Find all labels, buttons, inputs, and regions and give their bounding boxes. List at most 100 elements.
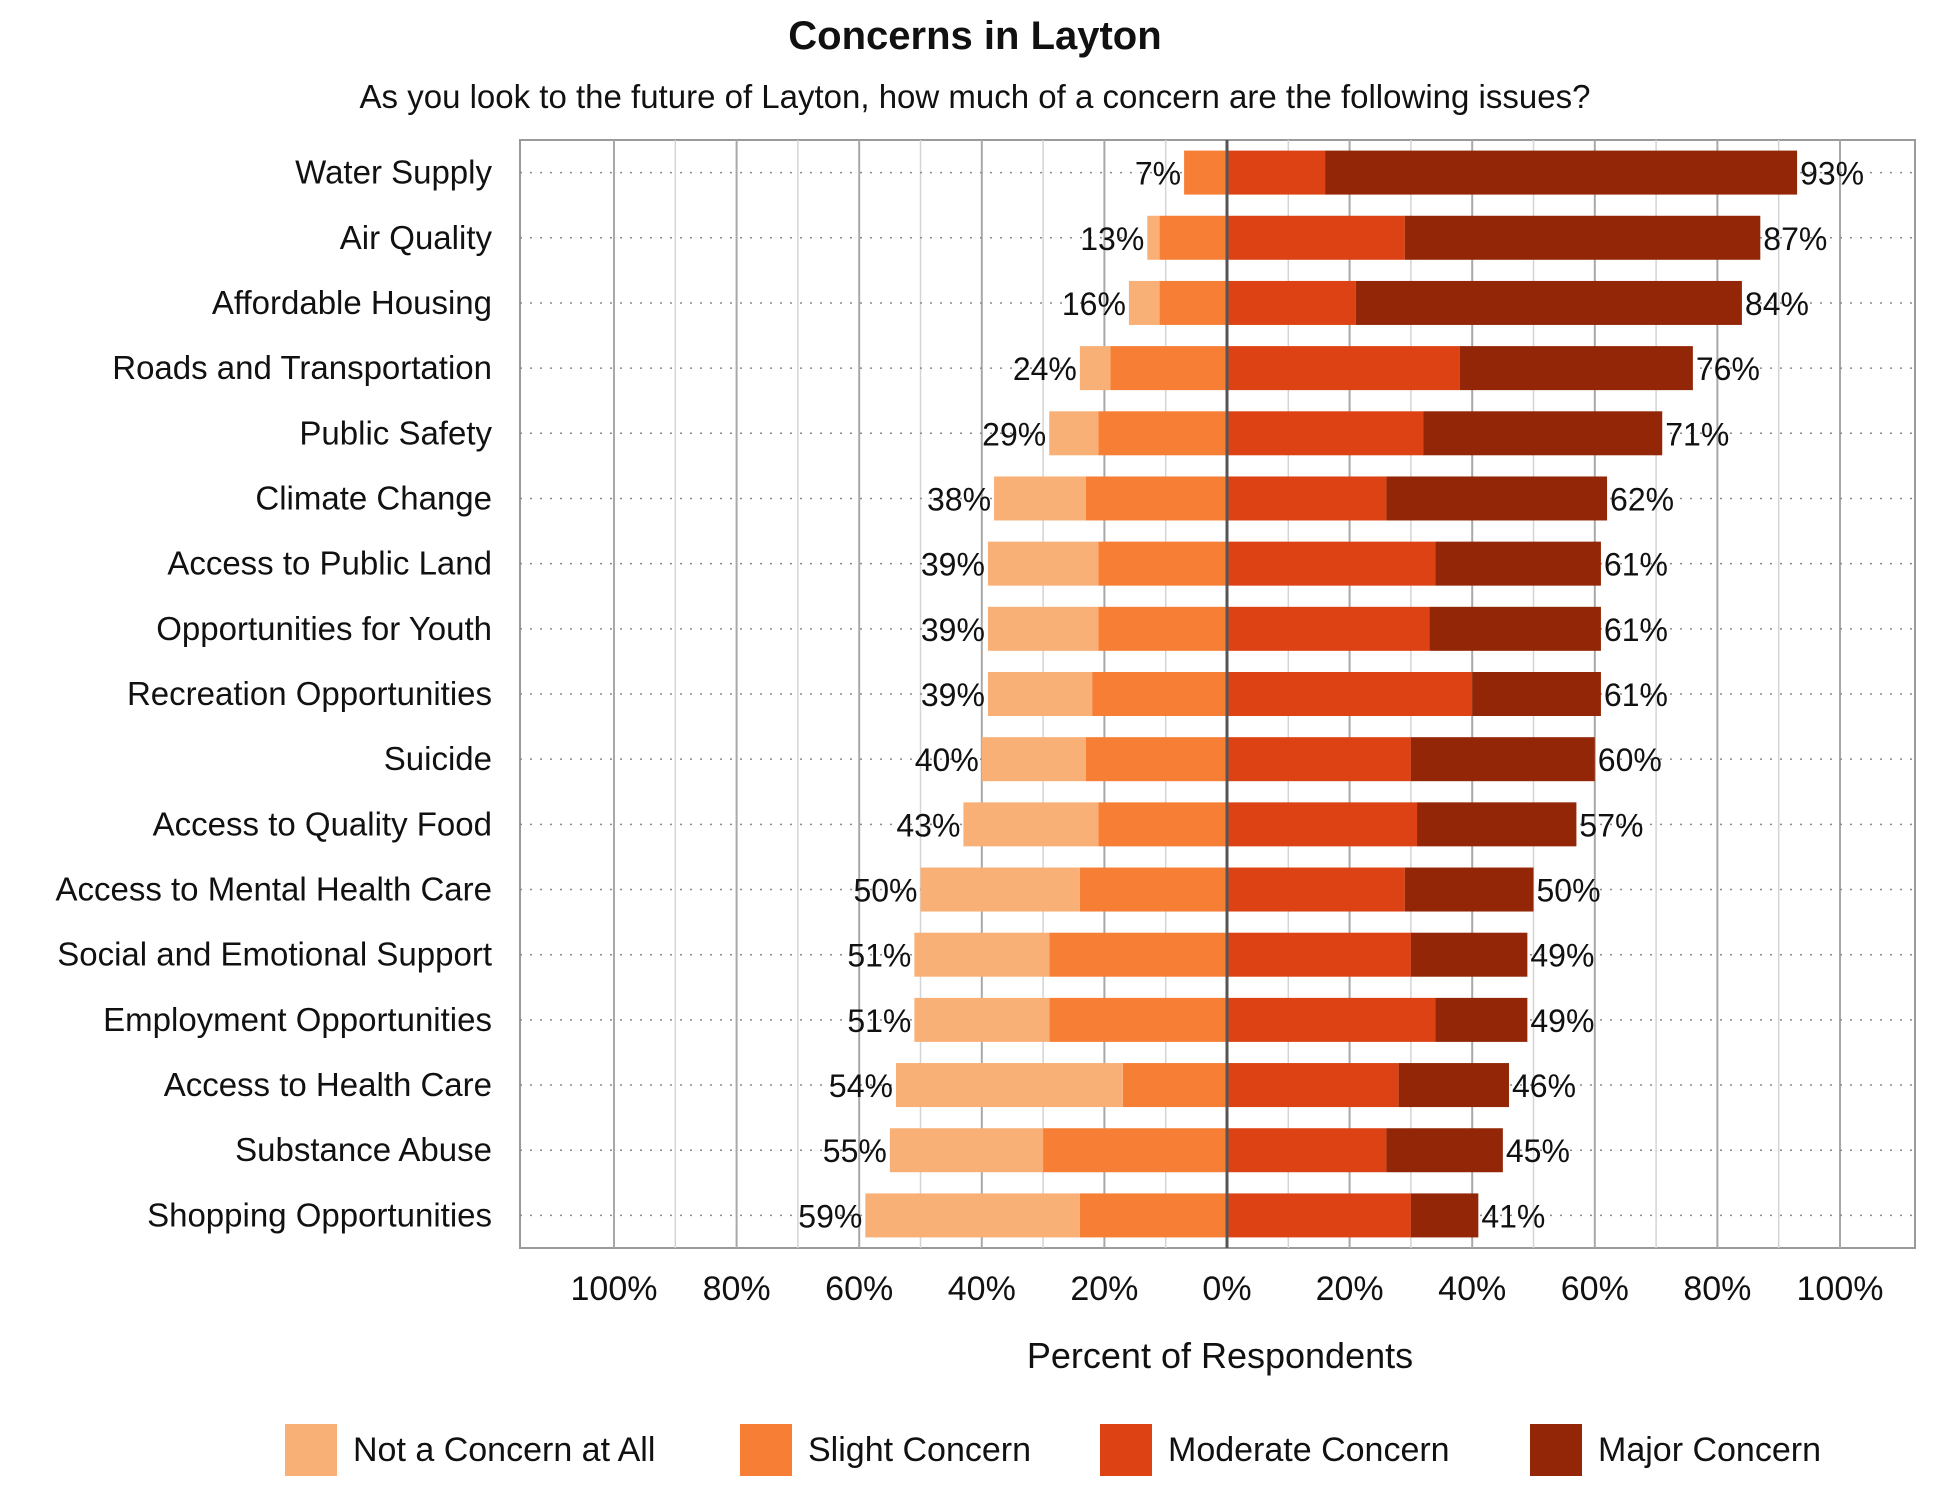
bar-not-a-concern-at-all [1079,346,1111,391]
bar-moderate-concern [1227,476,1387,521]
bar-not-a-concern-at-all [914,932,1050,977]
bar-slight-concern [1159,280,1227,325]
bar-major-concern [1472,672,1601,716]
category-label: Public Safety [299,414,492,451]
category-label: Opportunities for Youth [156,610,492,647]
bar-not-a-concern-at-all [1128,280,1160,325]
bar-major-concern [1325,150,1798,195]
bar-slight-concern [1122,1063,1227,1108]
x-tick-label: 60% [1561,1270,1629,1308]
category-label: Water Supply [295,154,492,191]
bar-slight-concern [1098,802,1227,847]
bar-major-concern [1435,541,1601,586]
bar-major-concern [1386,1128,1503,1173]
bar-moderate-concern [1227,932,1411,977]
positive-total-label: 49% [1530,1003,1594,1039]
legend-swatch [740,1424,792,1476]
bar-moderate-concern [1227,1063,1399,1108]
category-label: Social and Emotional Support [57,936,492,973]
negative-total-label: 39% [921,612,985,648]
x-tick-label: 0% [1202,1270,1251,1308]
x-tick-label: 40% [948,1270,1016,1308]
category-label: Roads and Transportation [112,349,492,386]
diverging-bar-chart: Water Supply 7% 93% Air Quality 13% 87% Afford… [55,139,1916,1308]
bar-slight-concern [1092,672,1227,716]
positive-total-label: 60% [1598,742,1662,778]
negative-total-label: 29% [982,416,1046,452]
bar-major-concern [1435,997,1528,1042]
category-label: Substance Abuse [235,1131,492,1168]
positive-total-label: 71% [1665,416,1729,452]
bar-major-concern [1355,280,1742,325]
positive-total-label: 62% [1610,481,1674,517]
positive-total-label: 46% [1512,1068,1576,1104]
category-label: Shopping Opportunities [147,1196,492,1233]
bar-major-concern [1423,411,1663,456]
negative-total-label: 59% [798,1198,862,1234]
bar-major-concern [1410,1193,1479,1238]
legend-label: Major Concern [1598,1430,1821,1469]
positive-total-label: 57% [1579,807,1643,843]
bar-major-concern [1429,606,1601,651]
positive-total-label: 61% [1604,677,1668,713]
bar-slight-concern [1098,606,1227,651]
bar-not-a-concern-at-all [889,1128,1044,1173]
positive-total-label: 61% [1604,547,1668,583]
positive-total-label: 50% [1537,873,1601,909]
bar-moderate-concern [1227,215,1405,260]
x-tick-label: 40% [1438,1270,1506,1308]
legend-swatch [1530,1424,1582,1476]
bar-moderate-concern [1227,867,1405,912]
bar-major-concern [1404,867,1534,912]
bar-moderate-concern [1227,541,1436,586]
negative-total-label: 51% [847,1003,911,1039]
legend-item: Major Concern [1530,1420,1821,1480]
x-tick-label: 20% [1316,1270,1384,1308]
category-label: Access to Public Land [167,545,492,582]
x-tick-label: 100% [571,1270,658,1308]
bar-not-a-concern-at-all [914,997,1050,1042]
bar-not-a-concern-at-all [865,1193,1080,1238]
bar-moderate-concern [1227,1193,1411,1238]
category-label: Access to Health Care [164,1066,492,1103]
bar-not-a-concern-at-all [987,606,1099,651]
x-tick-label: 20% [1070,1270,1138,1308]
bar-major-concern [1410,737,1595,782]
bar-moderate-concern [1227,997,1436,1042]
bar-not-a-concern-at-all [920,867,1080,912]
x-tick-label: 80% [1683,1270,1751,1308]
bar-moderate-concern [1227,150,1326,195]
legend-item: Slight Concern [740,1420,1031,1480]
bar-not-a-concern-at-all [1049,411,1099,456]
legend-swatch [285,1424,337,1476]
bar-major-concern [1404,215,1761,260]
negative-total-label: 40% [915,742,979,778]
bar-slight-concern [1086,476,1227,521]
negative-total-label: 55% [823,1133,887,1169]
bar-moderate-concern [1227,737,1411,782]
positive-total-label: 76% [1696,351,1760,387]
positive-total-label: 41% [1481,1198,1545,1234]
bar-not-a-concern-at-all [981,737,1087,782]
bar-slight-concern [1098,411,1227,456]
category-label: Air Quality [340,219,493,256]
bar-slight-concern [1159,215,1227,260]
negative-total-label: 39% [921,547,985,583]
bar-moderate-concern [1227,606,1430,651]
bar-moderate-concern [1227,802,1418,847]
bar-not-a-concern-at-all [963,802,1099,847]
x-axis-label: Percent of Respondents [1026,1335,1414,1376]
chart-title: Concerns in Layton [788,14,1162,58]
bar-major-concern [1398,1063,1509,1108]
negative-total-label: 54% [829,1068,893,1104]
bar-not-a-concern-at-all [994,476,1087,521]
bar-slight-concern [1110,346,1227,391]
bar-not-a-concern-at-all [1147,215,1160,260]
legend: Not a Concern at All Slight Concern Modera… [0,1420,1950,1480]
category-label: Affordable Housing [212,284,492,321]
negative-total-label: 16% [1062,286,1126,322]
bar-major-concern [1417,802,1577,847]
category-label: Recreation Opportunities [127,675,492,712]
negative-total-label: 39% [921,677,985,713]
bar-not-a-concern-at-all [987,541,1099,586]
